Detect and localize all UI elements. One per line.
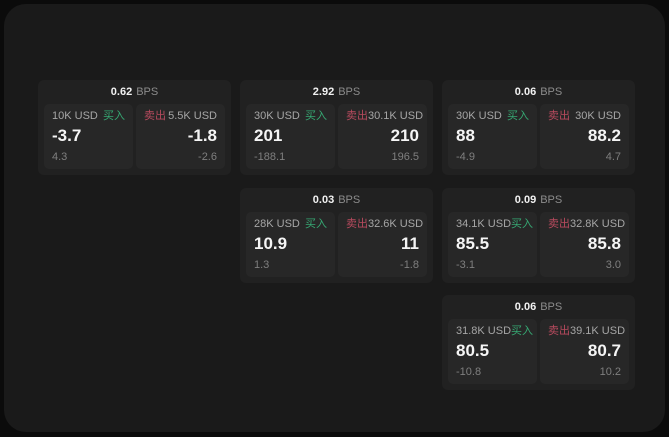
card-header: 0.06 BPS bbox=[442, 295, 635, 319]
sell-delta: 10.2 bbox=[599, 366, 621, 378]
sell-price: 210 bbox=[390, 126, 419, 145]
buy-delta: 1.3 bbox=[254, 259, 270, 271]
sell-price: 80.7 bbox=[587, 341, 621, 360]
buy-side-label: 买入 bbox=[305, 110, 327, 122]
quote-card: 0.62 BPS 10K USD 买入 -3.7 4.3 卖出 5.5K USD bbox=[38, 80, 231, 175]
card-header: 2.92 BPS bbox=[240, 80, 433, 104]
sell-delta: 4.7 bbox=[605, 151, 621, 163]
bps-value: 0.62 bbox=[110, 86, 133, 98]
sell-side-label: 卖出 bbox=[548, 218, 570, 230]
bps-unit-label: BPS bbox=[338, 86, 361, 98]
main-panel: 0.62 BPS 10K USD 买入 -3.7 4.3 卖出 5.5K USD bbox=[4, 4, 665, 432]
buy-delta: -188.1 bbox=[254, 151, 286, 163]
buy-amount: 10K USD bbox=[52, 110, 98, 122]
quote-card: 2.92 BPS 30K USD 买入 201 -188.1 卖出 30.1K … bbox=[240, 80, 433, 175]
sell-amount: 39.1K USD bbox=[570, 325, 626, 337]
buy-price: 201 bbox=[254, 126, 283, 145]
bps-unit-label: BPS bbox=[540, 301, 563, 313]
buy-amount: 34.1K USD bbox=[456, 218, 512, 230]
bps-unit-label: BPS bbox=[338, 194, 361, 206]
buy-amount: 30K USD bbox=[254, 110, 300, 122]
sell-side-label: 卖出 bbox=[548, 325, 570, 337]
buy-price: -3.7 bbox=[52, 126, 82, 145]
bps-value: 2.92 bbox=[312, 86, 335, 98]
bps-unit-label: BPS bbox=[540, 86, 563, 98]
bps-value: 0.03 bbox=[312, 194, 335, 206]
sell-price: 11 bbox=[401, 234, 419, 253]
sell-amount: 32.8K USD bbox=[570, 218, 626, 230]
sell-tile[interactable]: 卖出 30.1K USD 210 196.5 bbox=[338, 104, 427, 169]
card-header: 0.03 BPS bbox=[240, 188, 433, 212]
sell-tile[interactable]: 卖出 5.5K USD -1.8 -2.6 bbox=[136, 104, 225, 169]
card-header: 0.09 BPS bbox=[442, 188, 635, 212]
sell-delta: -2.6 bbox=[198, 151, 217, 163]
sell-amount: 5.5K USD bbox=[168, 110, 217, 122]
buy-delta: -10.8 bbox=[456, 366, 482, 378]
buy-tile[interactable]: 30K USD 买入 88 -4.9 bbox=[448, 104, 537, 169]
buy-delta: -4.9 bbox=[456, 151, 475, 163]
sell-amount: 30.1K USD bbox=[368, 110, 424, 122]
bps-unit-label: BPS bbox=[540, 194, 563, 206]
buy-tile[interactable]: 31.8K USD 买入 80.5 -10.8 bbox=[448, 319, 537, 384]
buy-side-label: 买入 bbox=[507, 110, 529, 122]
sell-delta: 3.0 bbox=[605, 259, 621, 271]
buy-tile[interactable]: 10K USD 买入 -3.7 4.3 bbox=[44, 104, 133, 169]
sell-delta: -1.8 bbox=[400, 259, 419, 271]
buy-price: 85.5 bbox=[456, 234, 490, 253]
sell-tile[interactable]: 卖出 30K USD 88.2 4.7 bbox=[540, 104, 629, 169]
buy-price: 10.9 bbox=[254, 234, 288, 253]
buy-delta: -3.1 bbox=[456, 259, 475, 271]
sell-side-label: 卖出 bbox=[346, 218, 368, 230]
bps-unit-label: BPS bbox=[136, 86, 159, 98]
sell-tile[interactable]: 卖出 39.1K USD 80.7 10.2 bbox=[540, 319, 629, 384]
bps-value: 0.06 bbox=[514, 301, 537, 313]
sell-side-label: 卖出 bbox=[548, 110, 570, 122]
buy-delta: 4.3 bbox=[52, 151, 68, 163]
buy-side-label: 买入 bbox=[511, 218, 534, 230]
buy-tile[interactable]: 30K USD 买入 201 -188.1 bbox=[246, 104, 335, 169]
sell-price: 85.8 bbox=[587, 234, 621, 253]
buy-price: 80.5 bbox=[456, 341, 490, 360]
buy-amount: 30K USD bbox=[456, 110, 502, 122]
buy-tile[interactable]: 34.1K USD 买入 85.5 -3.1 bbox=[448, 212, 537, 277]
buy-side-label: 买入 bbox=[103, 110, 125, 122]
buy-amount: 31.8K USD bbox=[456, 325, 512, 337]
buy-side-label: 买入 bbox=[511, 325, 534, 337]
sell-amount: 30K USD bbox=[575, 110, 621, 122]
quote-card: 0.09 BPS 34.1K USD 买入 85.5 -3.1 卖出 32.8K… bbox=[442, 188, 635, 283]
sell-side-label: 卖出 bbox=[144, 110, 166, 122]
card-header: 0.06 BPS bbox=[442, 80, 635, 104]
sell-tile[interactable]: 卖出 32.6K USD 11 -1.8 bbox=[338, 212, 427, 277]
card-header: 0.62 BPS bbox=[38, 80, 231, 104]
sell-price: 88.2 bbox=[587, 126, 621, 145]
sell-delta: 196.5 bbox=[391, 151, 419, 163]
quote-card: 0.06 BPS 30K USD 买入 88 -4.9 卖出 30K USD bbox=[442, 80, 635, 175]
quote-card: 0.06 BPS 31.8K USD 买入 80.5 -10.8 卖出 39.1… bbox=[442, 295, 635, 390]
buy-price: 88 bbox=[456, 126, 475, 145]
buy-tile[interactable]: 28K USD 买入 10.9 1.3 bbox=[246, 212, 335, 277]
bps-value: 0.09 bbox=[514, 194, 537, 206]
sell-price: -1.8 bbox=[187, 126, 217, 145]
sell-amount: 32.6K USD bbox=[368, 218, 424, 230]
sell-tile[interactable]: 卖出 32.8K USD 85.8 3.0 bbox=[540, 212, 629, 277]
bps-value: 0.06 bbox=[514, 86, 537, 98]
quote-card: 0.03 BPS 28K USD 买入 10.9 1.3 卖出 32.6K US… bbox=[240, 188, 433, 283]
sell-side-label: 卖出 bbox=[346, 110, 368, 122]
buy-side-label: 买入 bbox=[305, 218, 327, 230]
buy-amount: 28K USD bbox=[254, 218, 300, 230]
